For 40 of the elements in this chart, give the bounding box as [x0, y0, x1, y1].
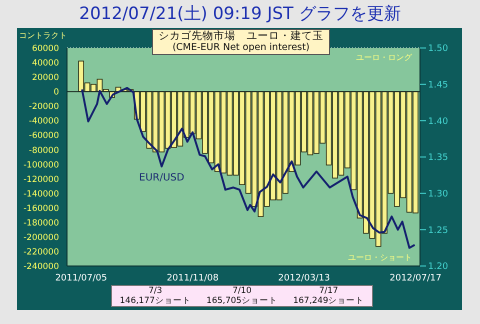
y2-tick-label: 1.20	[428, 262, 448, 272]
y-tick-label: -40000	[28, 116, 59, 127]
text: 146,177ショート	[118, 296, 192, 306]
text: 7/17	[318, 286, 340, 296]
x-tick-label: 2012/07/17	[390, 273, 442, 284]
text: 7/3	[147, 286, 164, 296]
chart-title: 2012/07/21(土) 09:19 JST グラフを更新	[78, 3, 402, 25]
annotation: (CME-EUR Net open interest)	[171, 42, 311, 54]
series-label: EUR/USD	[139, 172, 185, 184]
x-tick-label: 2011/11/08	[166, 273, 219, 284]
y-tick-label: -60000	[28, 131, 59, 142]
text: 7/10	[231, 286, 253, 296]
text: 167,249ショート	[292, 296, 366, 306]
y2-tick-label: 1.50	[428, 44, 448, 54]
y-tick-label: -160000	[23, 204, 59, 214]
x-tick-label: 2012/03/13	[278, 273, 330, 284]
y-tick-label: 20000	[32, 73, 59, 84]
annotation: ユーロ・ロング	[356, 52, 412, 63]
y-tick-label: -20000	[28, 102, 59, 112]
y-tick-label: -240000	[23, 262, 59, 272]
y-tick-label: -220000	[23, 247, 59, 258]
text: シカゴ先物市場 ユーロ・建て玉	[158, 30, 324, 42]
x-tick-label: 2011/07/05	[55, 273, 108, 284]
y-tick-label: -120000	[23, 174, 59, 185]
text: 165,705ショート	[205, 296, 279, 306]
y2-tick-label: 1.30	[428, 190, 448, 200]
y-tick-label: -140000	[23, 189, 59, 200]
y-tick-label: -80000	[28, 146, 59, 156]
y-tick-label: -180000	[23, 218, 59, 228]
y-tick-label: 40000	[32, 58, 59, 69]
y2-tick-label: 1.35	[428, 153, 448, 164]
y-tick-label: 0	[54, 88, 59, 98]
y2-tick-label: 1.25	[428, 226, 448, 236]
y-axis-title: コントラクト	[19, 30, 67, 41]
y-tick-label: -200000	[23, 232, 59, 243]
y2-tick-label: 1.45	[428, 80, 448, 91]
y-tick-label: 60000	[32, 44, 59, 54]
annotation: ユーロ・ショート	[348, 252, 412, 263]
y2-tick-label: 1.40	[428, 116, 448, 127]
y-tick-label: -100000	[23, 160, 59, 170]
